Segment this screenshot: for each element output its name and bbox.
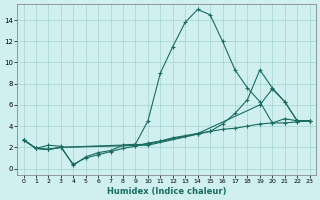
- X-axis label: Humidex (Indice chaleur): Humidex (Indice chaleur): [107, 187, 226, 196]
